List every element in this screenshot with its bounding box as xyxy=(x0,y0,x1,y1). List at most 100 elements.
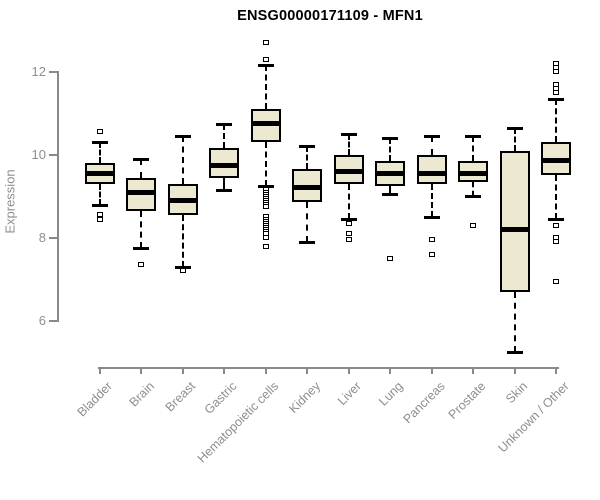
boxplot-whisker-lower xyxy=(306,202,308,242)
boxplot-whisker-lower xyxy=(389,185,391,195)
x-tick xyxy=(140,368,142,374)
boxplot-median xyxy=(126,189,156,195)
x-tick xyxy=(555,368,557,374)
x-tick-label: Bladder xyxy=(75,379,116,420)
y-axis xyxy=(57,71,59,322)
x-tick-label: Prostate xyxy=(446,379,489,422)
x-tick-label: Breast xyxy=(162,379,199,415)
y-tick xyxy=(49,70,57,73)
x-tick xyxy=(223,368,225,374)
boxplot-whisker-upper xyxy=(389,138,391,161)
boxplot-median xyxy=(499,226,530,232)
outlier-point xyxy=(96,216,103,222)
boxplot-whisker-lower xyxy=(264,142,267,186)
outlier-point xyxy=(553,278,559,284)
boxplot-whisker-cap xyxy=(465,195,481,199)
boxplot-whisker-cap xyxy=(382,137,398,141)
boxplot-whisker-cap xyxy=(506,126,523,130)
outlier-point xyxy=(345,220,352,226)
boxplot-whisker-cap xyxy=(257,184,274,188)
x-tick-label: Lung xyxy=(376,379,406,409)
boxplot-box xyxy=(416,154,447,184)
outlier-point xyxy=(387,255,393,261)
boxplot-whisker-cap xyxy=(548,97,564,101)
boxplot-whisker-cap xyxy=(91,141,108,145)
boxplot-whisker-cap xyxy=(133,247,149,251)
boxplot-whisker-upper xyxy=(472,136,474,161)
outlier-point xyxy=(428,237,435,243)
x-tick xyxy=(98,368,101,374)
x-tick xyxy=(513,368,516,374)
boxplot-whisker-lower xyxy=(555,175,557,219)
boxplot-whisker-cap xyxy=(216,122,232,126)
boxplot-whisker-cap xyxy=(299,240,315,244)
boxplot-whisker-cap xyxy=(174,135,191,139)
boxplot-median xyxy=(416,170,447,176)
boxplot-median xyxy=(250,121,281,127)
x-tick-label: Pancreas xyxy=(400,379,448,427)
y-tick-label: 10 xyxy=(31,146,46,162)
outlier-point xyxy=(96,129,103,135)
x-tick xyxy=(181,368,184,374)
boxplot-whisker-cap xyxy=(423,135,440,139)
boxplot-median xyxy=(333,168,364,174)
outlier-point xyxy=(553,222,559,228)
boxplot-median xyxy=(541,158,571,164)
boxplot-median xyxy=(375,170,405,176)
y-tick xyxy=(49,236,57,239)
boxplot-whisker-upper xyxy=(181,136,184,184)
boxplot-whisker-upper xyxy=(98,142,101,163)
x-tick xyxy=(389,368,391,374)
boxplot-whisker-cap xyxy=(299,145,315,149)
outlier-point xyxy=(262,56,269,62)
boxplot-whisker-upper xyxy=(513,127,516,151)
boxplot-whisker-cap xyxy=(174,265,191,269)
x-tick xyxy=(472,368,474,374)
boxplot-whisker-cap xyxy=(382,193,398,197)
x-tick xyxy=(430,368,433,374)
boxplot-whisker-cap xyxy=(133,157,149,161)
x-tick-label: Gastric xyxy=(202,379,240,417)
boxplot-whisker-upper xyxy=(264,65,267,110)
boxplot-whisker-cap xyxy=(340,132,357,136)
outlier-point xyxy=(470,222,476,228)
x-tick-label: Brain xyxy=(126,379,157,410)
outlier-point xyxy=(138,262,144,268)
outlier-point xyxy=(262,235,269,241)
boxplot-whisker-upper xyxy=(223,123,225,149)
x-tick xyxy=(264,368,267,374)
boxplot-whisker-lower xyxy=(223,177,225,190)
outlier-point xyxy=(179,268,186,274)
outlier-point xyxy=(553,69,559,75)
x-tick xyxy=(347,368,350,374)
boxplot-whisker-cap xyxy=(465,135,481,139)
boxplot-median xyxy=(209,162,239,168)
x-axis xyxy=(98,367,559,369)
outlier-point xyxy=(553,89,559,95)
boxplot-whisker-cap xyxy=(506,350,523,354)
boxplot-whisker-upper xyxy=(555,98,557,143)
boxplot-median xyxy=(167,197,198,203)
boxplot-whisker-lower xyxy=(181,214,184,267)
outlier-point xyxy=(262,243,269,249)
x-tick-label: Skin xyxy=(503,379,531,407)
boxplot-whisker-upper xyxy=(430,136,433,155)
boxplot-whisker-cap xyxy=(257,64,274,68)
boxplot-median xyxy=(458,170,488,176)
boxplot-whisker-cap xyxy=(340,218,357,222)
boxplot-whisker-cap xyxy=(423,215,440,219)
boxplot-median xyxy=(84,170,115,176)
boxplot-whisker-lower xyxy=(140,210,142,249)
outlier-point xyxy=(553,239,559,245)
x-tick xyxy=(306,368,308,374)
boxplot-whisker-upper xyxy=(347,133,350,155)
outlier-point xyxy=(428,251,435,257)
y-tick-label: 6 xyxy=(38,312,46,328)
boxplot-whisker-cap xyxy=(548,218,564,222)
boxplot-whisker-lower xyxy=(347,183,350,220)
y-tick xyxy=(49,319,57,322)
chart-title: ENSG00000171109 - MFN1 xyxy=(237,8,423,24)
outlier-point xyxy=(345,237,352,243)
boxplot-whisker-lower xyxy=(98,183,101,205)
